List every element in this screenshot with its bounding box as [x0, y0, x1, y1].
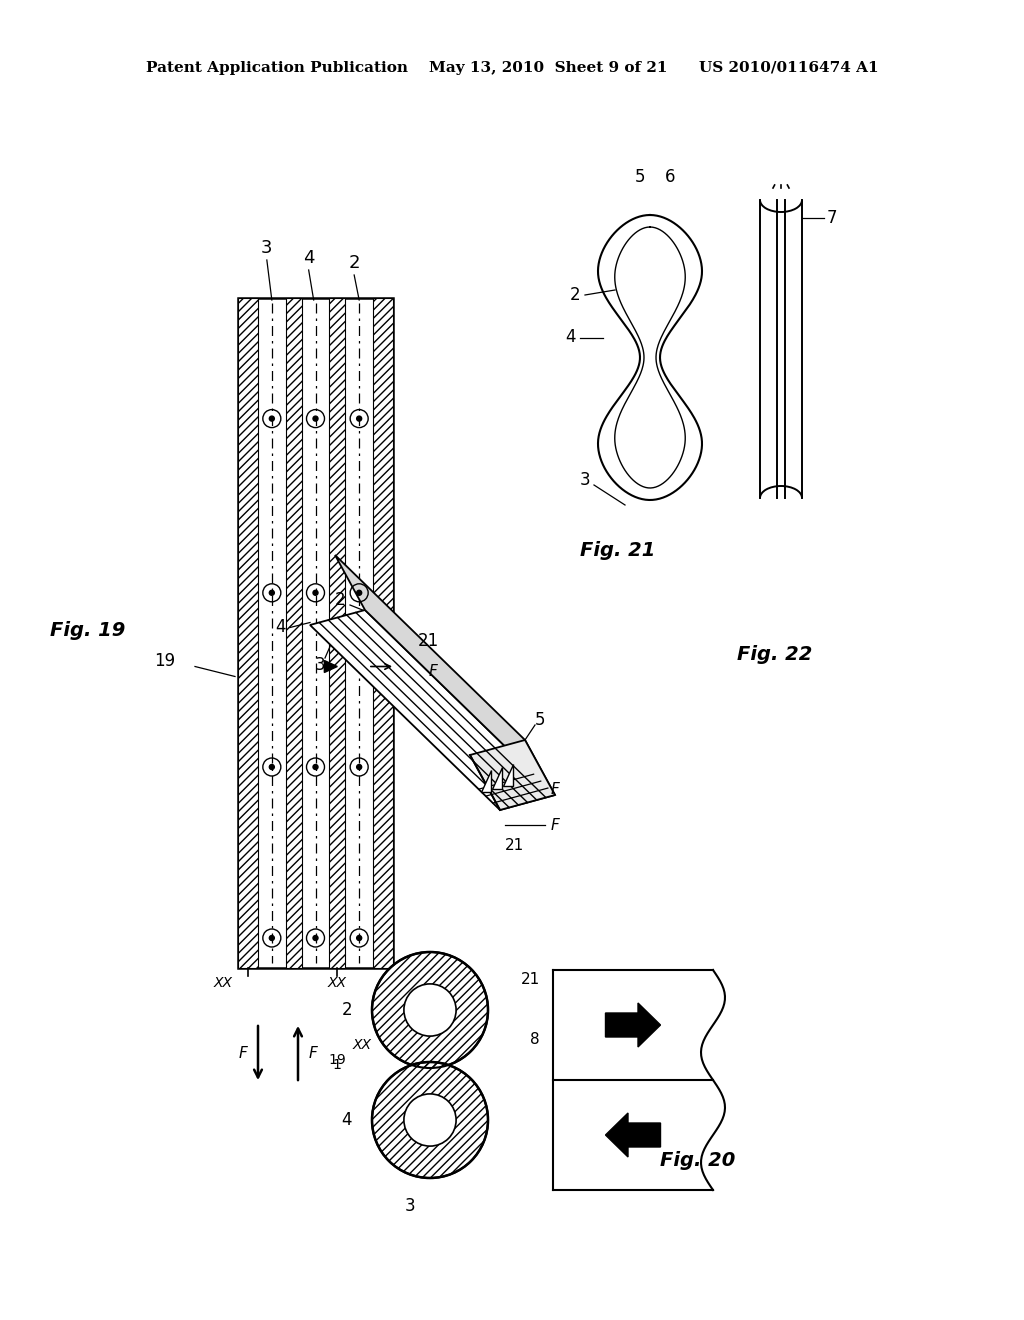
Circle shape: [356, 764, 361, 770]
Text: 21: 21: [506, 837, 524, 853]
Text: Fig. 21: Fig. 21: [581, 540, 655, 560]
Bar: [286, 298, 302, 968]
Text: 8: 8: [530, 1032, 540, 1048]
Circle shape: [403, 983, 456, 1036]
Text: F: F: [551, 783, 559, 797]
Text: 3: 3: [261, 239, 272, 257]
Circle shape: [269, 764, 274, 770]
Text: 2: 2: [335, 591, 345, 609]
Text: 5: 5: [535, 711, 545, 729]
Text: 2: 2: [569, 286, 581, 304]
Text: 21: 21: [418, 632, 438, 651]
Circle shape: [372, 1063, 488, 1177]
Polygon shape: [470, 741, 555, 810]
Polygon shape: [605, 1113, 660, 1158]
Circle shape: [269, 936, 274, 940]
Circle shape: [269, 590, 274, 595]
Polygon shape: [503, 764, 512, 785]
Polygon shape: [605, 1003, 660, 1047]
Text: 7: 7: [826, 209, 838, 227]
Text: Patent Application Publication    May 13, 2010  Sheet 9 of 21      US 2010/01164: Patent Application Publication May 13, 2…: [145, 61, 879, 75]
Text: 2: 2: [342, 1001, 352, 1019]
Text: 5: 5: [635, 168, 645, 186]
Text: 21: 21: [520, 973, 540, 987]
Text: 3: 3: [314, 656, 326, 675]
Circle shape: [313, 590, 318, 595]
Text: Fig. 20: Fig. 20: [660, 1151, 735, 1170]
Text: F: F: [429, 664, 437, 678]
Polygon shape: [325, 660, 337, 672]
Circle shape: [356, 936, 361, 940]
Circle shape: [269, 416, 274, 421]
Bar: [330, 298, 345, 968]
Text: 1: 1: [333, 1059, 341, 1072]
Circle shape: [403, 1094, 456, 1146]
Circle shape: [356, 590, 361, 595]
Text: 4: 4: [342, 1111, 352, 1129]
Text: 4: 4: [303, 249, 314, 267]
Text: XX: XX: [328, 975, 347, 990]
Bar: [238, 298, 393, 968]
Text: Fig. 22: Fig. 22: [737, 645, 813, 664]
Polygon shape: [335, 554, 555, 795]
Polygon shape: [310, 610, 555, 810]
Text: F: F: [239, 1045, 248, 1060]
Bar: [238, 298, 258, 968]
Text: 19: 19: [155, 652, 175, 671]
Polygon shape: [481, 770, 490, 792]
Text: F: F: [308, 1045, 317, 1060]
Text: 4: 4: [274, 619, 286, 636]
Circle shape: [313, 936, 318, 940]
Text: XX: XX: [214, 975, 233, 990]
Text: 4: 4: [565, 329, 575, 346]
Circle shape: [356, 416, 361, 421]
Text: Fig. 19: Fig. 19: [50, 620, 126, 639]
Circle shape: [313, 764, 318, 770]
Text: F: F: [551, 817, 559, 833]
Bar: [373, 298, 393, 968]
Text: 3: 3: [404, 1197, 416, 1214]
Circle shape: [372, 952, 488, 1068]
Text: 6: 6: [665, 168, 675, 186]
Text: 3: 3: [580, 471, 590, 488]
Polygon shape: [493, 767, 502, 789]
Text: 19: 19: [328, 1053, 346, 1067]
Circle shape: [313, 416, 318, 421]
Text: XX: XX: [352, 1038, 372, 1052]
Text: 2: 2: [348, 253, 359, 272]
